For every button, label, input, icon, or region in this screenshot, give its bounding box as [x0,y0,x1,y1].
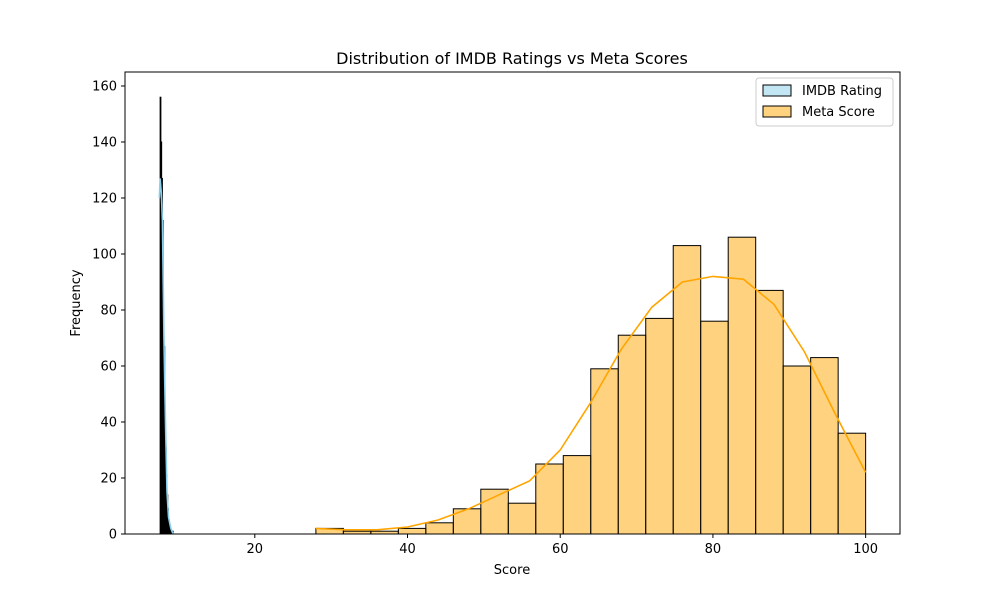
y-tick-label: 80 [100,304,117,319]
x-axis: 20 40 60 80 100 [247,534,878,557]
y-tick-label: 40 [100,416,117,431]
x-tick-label: 20 [247,542,264,557]
bar-meta-score-14 [700,320,729,535]
y-tick-label: 120 [92,192,117,207]
kde-layer [158,178,867,535]
x-tick-label: 60 [552,542,569,557]
legend: IMDB Rating Meta Score [755,77,894,127]
bar-meta-score-11 [617,334,647,535]
bar-meta-score-9 [562,455,592,535]
bar-meta-score-15 [727,236,757,535]
y-tick-label: 100 [92,248,117,263]
x-tick-label: 40 [399,542,416,557]
bars-layer [159,96,867,535]
kde-line-meta-score [315,275,867,531]
bar-meta-score-19 [837,432,867,535]
y-tick-label: 140 [92,136,117,151]
legend-label-meta-score: Meta Score [802,105,875,120]
y-tick-label: 60 [100,360,117,375]
x-axis-label: Score [494,563,530,578]
x-tick-label: 80 [705,542,722,557]
bar-meta-score-3 [397,527,427,535]
bar-meta-score-10 [590,368,619,535]
y-tick-label: 0 [109,528,117,543]
bar-meta-score-12 [645,317,674,535]
bar-meta-score-13 [672,245,702,535]
bar-meta-score-4 [425,522,454,535]
bar-meta-score-7 [507,502,537,535]
bar-meta-score-8 [535,463,564,535]
legend-swatch-imdb-rating [762,84,792,97]
bar-meta-score-18 [810,357,839,535]
bar-meta-score-17 [782,365,812,535]
y-axis-label: Frequency [69,269,84,336]
chart-title: Distribution of IMDB Ratings vs Meta Sco… [336,49,688,68]
bar-meta-score-16 [755,289,784,535]
bar-meta-score-6 [480,488,509,535]
y-axis: 0 20 40 60 80 100 120 140 160 [92,80,125,543]
y-tick-label: 20 [100,472,117,487]
x-tick-label: 100 [853,542,878,557]
legend-label-imdb-rating: IMDB Rating [802,84,882,99]
y-tick-label: 160 [92,80,117,95]
plot-frame [124,71,901,535]
legend-swatch-meta-score [762,105,792,118]
kde-line-imdb-rating [158,178,174,535]
